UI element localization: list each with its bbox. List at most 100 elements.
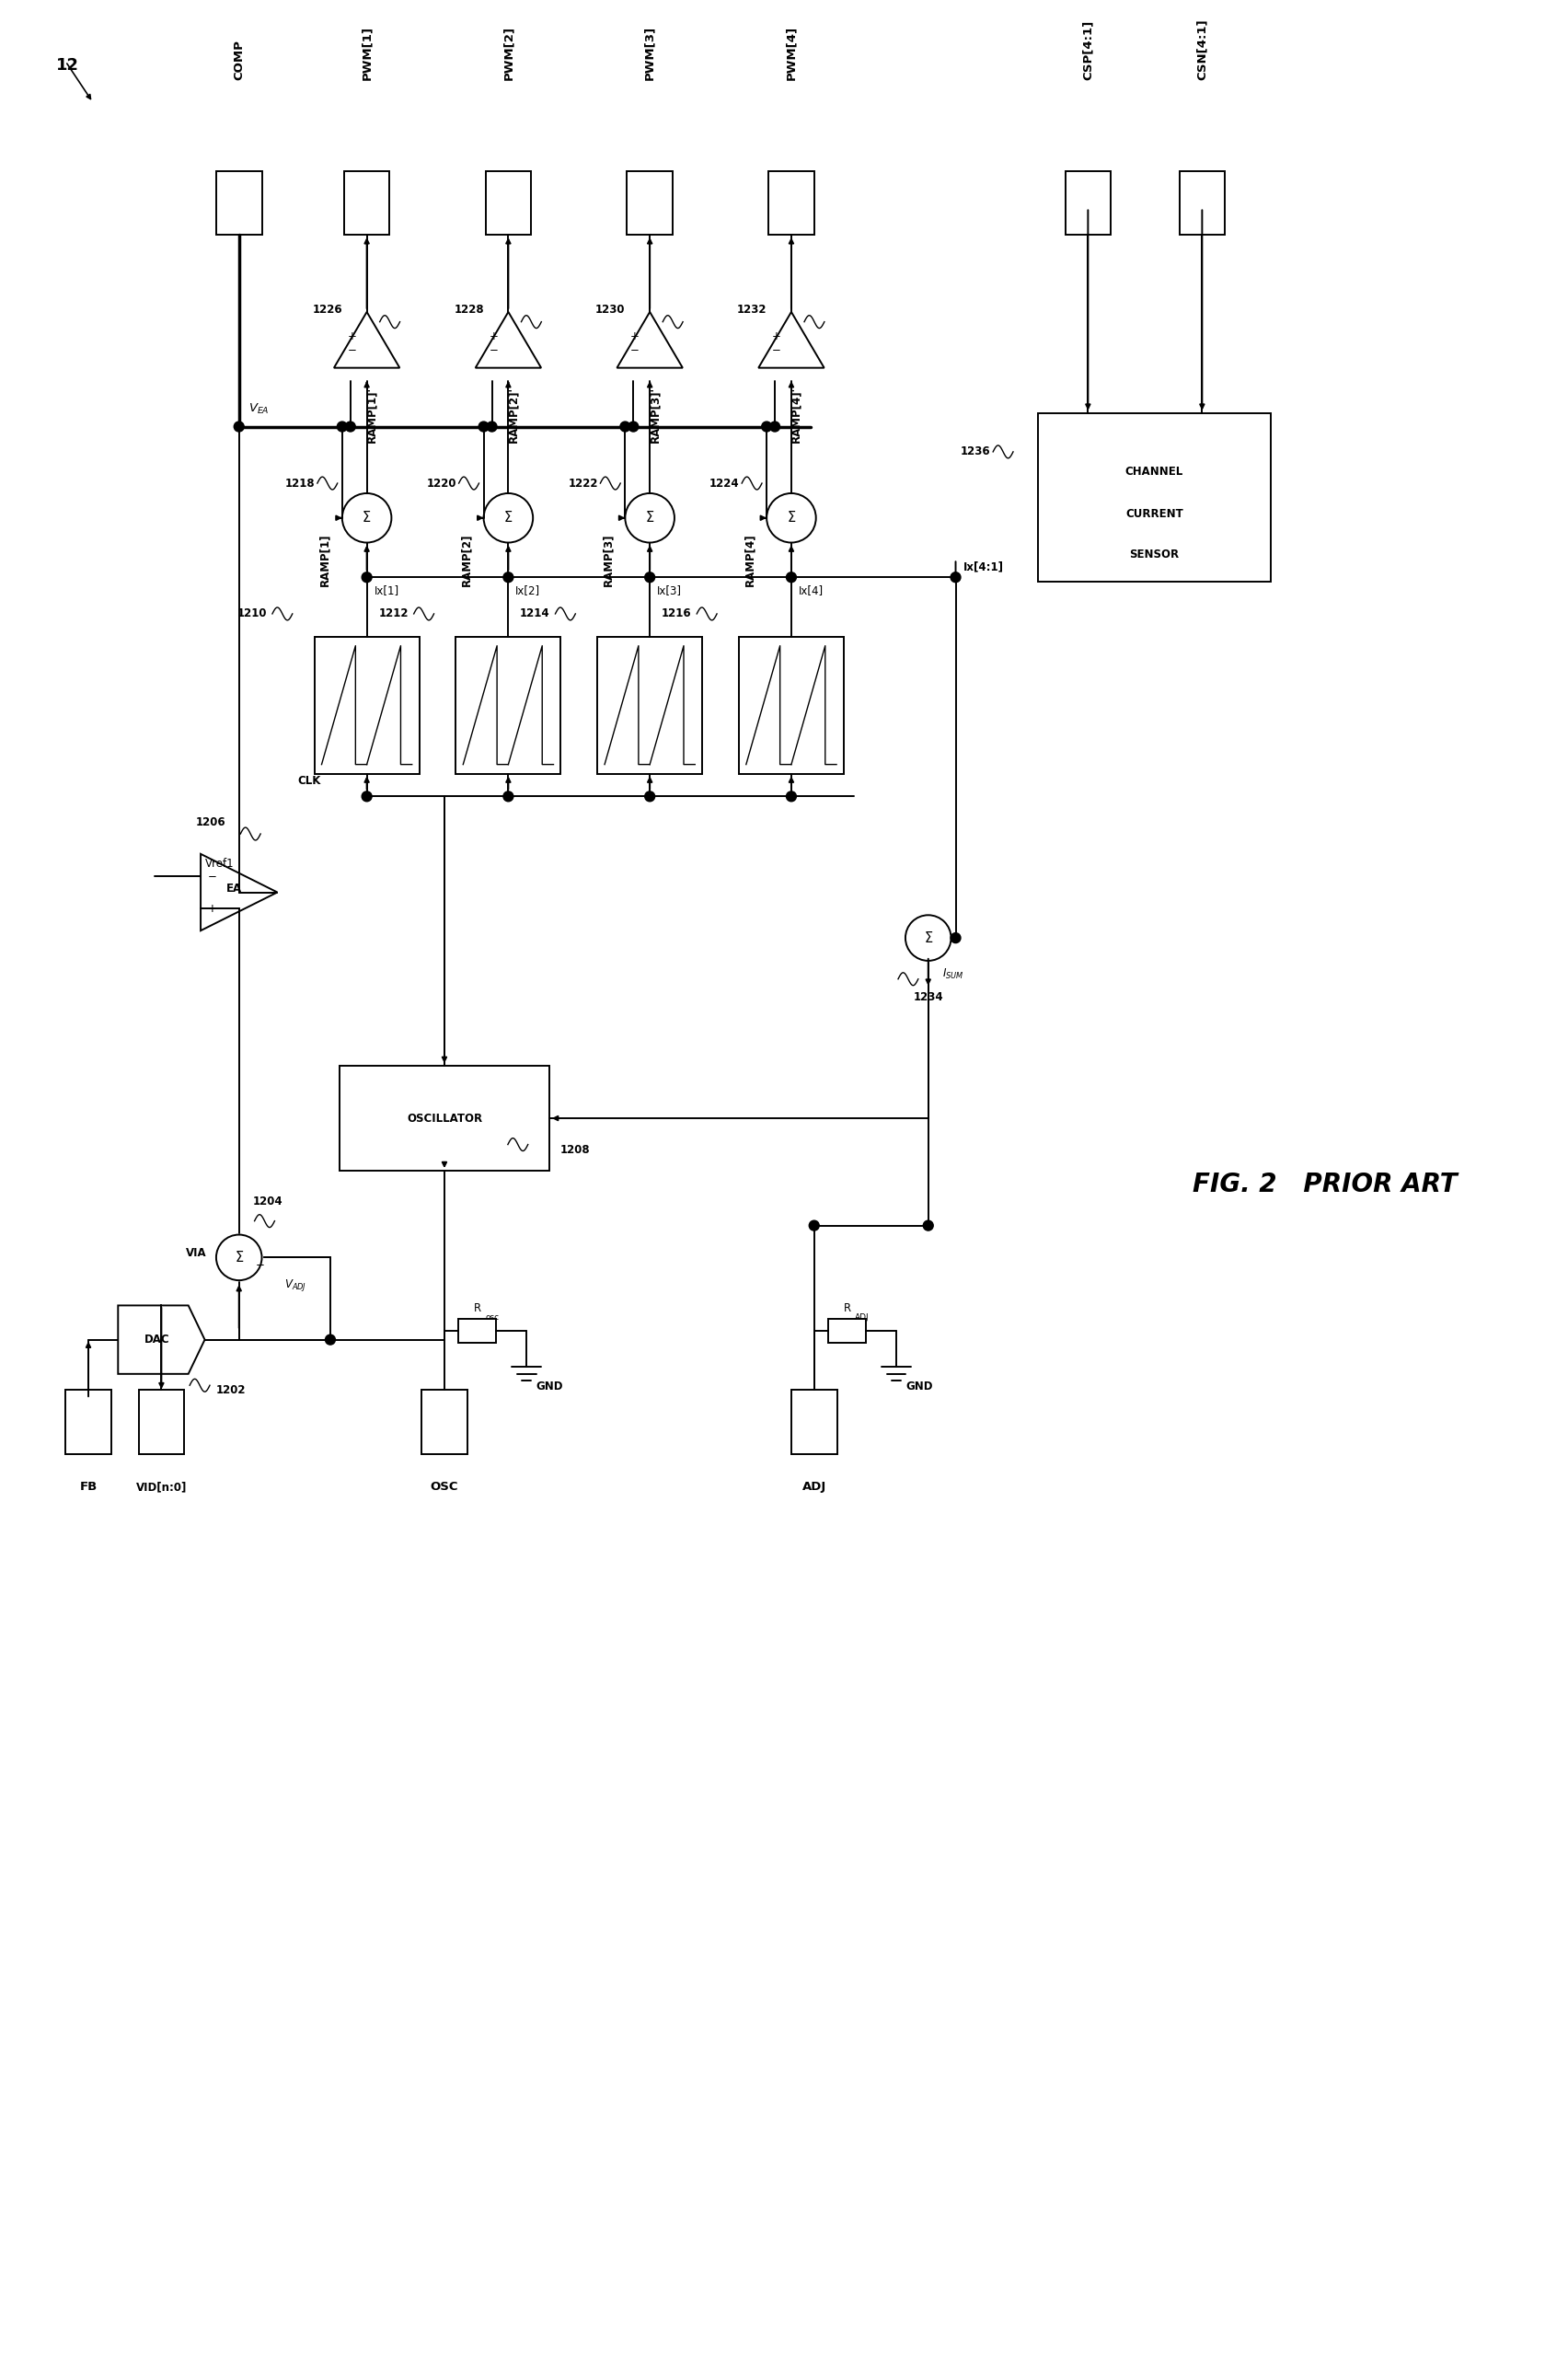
- Text: FB: FB: [80, 1480, 97, 1494]
- Text: RAMP[2]: RAMP[2]: [461, 533, 472, 587]
- Bar: [828, 1318, 866, 1343]
- Text: +: +: [207, 903, 216, 915]
- Text: Σ: Σ: [235, 1252, 243, 1263]
- Text: 1202: 1202: [216, 1384, 246, 1395]
- Text: 1214: 1214: [521, 608, 550, 620]
- Circle shape: [619, 422, 630, 431]
- Text: −: −: [207, 870, 216, 882]
- Bar: [792, 1391, 837, 1454]
- Text: PWM[2]: PWM[2]: [502, 26, 514, 80]
- Text: 1224: 1224: [710, 476, 740, 490]
- Text: 1220: 1220: [426, 476, 456, 490]
- Circle shape: [629, 422, 638, 431]
- Circle shape: [809, 1221, 818, 1230]
- Text: OSC: OSC: [430, 1480, 458, 1494]
- Bar: [216, 172, 262, 236]
- Text: Ix[3]: Ix[3]: [657, 585, 682, 596]
- Polygon shape: [118, 1306, 205, 1374]
- Text: 1230: 1230: [596, 304, 626, 316]
- Text: VID[n:0]: VID[n:0]: [136, 1480, 187, 1494]
- Circle shape: [486, 422, 497, 431]
- Text: PWM[3]: PWM[3]: [644, 26, 655, 80]
- Text: Ix[4]: Ix[4]: [798, 585, 823, 596]
- Text: osc: osc: [486, 1313, 499, 1322]
- Bar: [339, 1065, 549, 1171]
- Text: RAMP[4]': RAMP[4]': [790, 387, 803, 443]
- Text: FIG. 2   PRIOR ART: FIG. 2 PRIOR ART: [1193, 1171, 1458, 1197]
- Text: EA: EA: [226, 882, 243, 896]
- Polygon shape: [759, 311, 825, 368]
- Circle shape: [503, 792, 513, 801]
- Circle shape: [216, 1235, 262, 1280]
- Bar: [422, 1391, 467, 1454]
- Text: −: −: [771, 344, 781, 356]
- Text: Σ: Σ: [924, 931, 933, 945]
- Circle shape: [905, 915, 952, 962]
- Text: +: +: [348, 330, 356, 342]
- Circle shape: [478, 422, 489, 431]
- Text: +: +: [489, 330, 499, 342]
- Circle shape: [644, 792, 655, 801]
- Circle shape: [950, 933, 961, 943]
- Bar: [456, 636, 561, 773]
- Text: 1208: 1208: [560, 1143, 590, 1155]
- Text: RAMP[2]': RAMP[2]': [508, 387, 519, 443]
- Text: COMP: COMP: [234, 40, 245, 80]
- Text: Σ: Σ: [362, 511, 372, 526]
- Text: $V_{ADJ}$: $V_{ADJ}$: [285, 1277, 307, 1294]
- Text: Σ: Σ: [503, 511, 513, 526]
- Circle shape: [362, 573, 372, 582]
- Text: $I_{SUM}$: $I_{SUM}$: [942, 966, 964, 981]
- Text: RAMP[3]: RAMP[3]: [602, 533, 613, 587]
- Text: CHANNEL: CHANNEL: [1126, 467, 1184, 478]
- Text: OSCILLATOR: OSCILLATOR: [406, 1113, 483, 1124]
- Circle shape: [786, 792, 797, 801]
- Text: GND: GND: [536, 1381, 563, 1393]
- Text: CSP[4:1]: CSP[4:1]: [1082, 19, 1094, 80]
- Text: Ix[2]: Ix[2]: [516, 585, 541, 596]
- Text: DAC: DAC: [144, 1334, 169, 1346]
- Bar: [343, 172, 389, 236]
- Text: −: −: [489, 344, 499, 356]
- Bar: [1038, 412, 1270, 582]
- Text: 1234: 1234: [913, 990, 944, 1002]
- Circle shape: [644, 573, 655, 582]
- Text: PWM[1]: PWM[1]: [361, 26, 373, 80]
- Text: PWM[4]: PWM[4]: [786, 26, 797, 80]
- Text: +: +: [630, 330, 640, 342]
- Text: RAMP[4]: RAMP[4]: [743, 533, 756, 587]
- Text: CURRENT: CURRENT: [1126, 509, 1182, 521]
- Text: 1204: 1204: [252, 1195, 282, 1207]
- Circle shape: [924, 1221, 933, 1230]
- Text: Vref1: Vref1: [205, 858, 234, 870]
- Text: −: −: [630, 344, 640, 356]
- Circle shape: [767, 493, 815, 542]
- Text: GND: GND: [906, 1381, 933, 1393]
- Polygon shape: [616, 311, 682, 368]
- Bar: [597, 636, 702, 773]
- Bar: [627, 172, 673, 236]
- Text: R: R: [844, 1301, 851, 1315]
- Circle shape: [786, 573, 797, 582]
- Text: 1236: 1236: [960, 445, 991, 457]
- Circle shape: [234, 422, 245, 431]
- Text: CLK: CLK: [298, 775, 321, 787]
- Circle shape: [362, 792, 372, 801]
- Text: 1226: 1226: [312, 304, 342, 316]
- Circle shape: [483, 493, 533, 542]
- Text: SENSOR: SENSOR: [1129, 549, 1179, 561]
- Text: ADJ: ADJ: [803, 1480, 826, 1494]
- Circle shape: [345, 422, 356, 431]
- Text: 1206: 1206: [196, 816, 226, 827]
- Polygon shape: [201, 853, 278, 931]
- Text: VIA: VIA: [187, 1247, 207, 1259]
- Circle shape: [325, 1334, 336, 1346]
- Text: 1218: 1218: [285, 476, 315, 490]
- Polygon shape: [334, 311, 400, 368]
- Circle shape: [503, 573, 513, 582]
- Text: +: +: [771, 330, 781, 342]
- Text: −: −: [348, 344, 356, 356]
- Bar: [458, 1318, 497, 1343]
- Text: CSN[4:1]: CSN[4:1]: [1196, 19, 1207, 80]
- Text: 1232: 1232: [737, 304, 767, 316]
